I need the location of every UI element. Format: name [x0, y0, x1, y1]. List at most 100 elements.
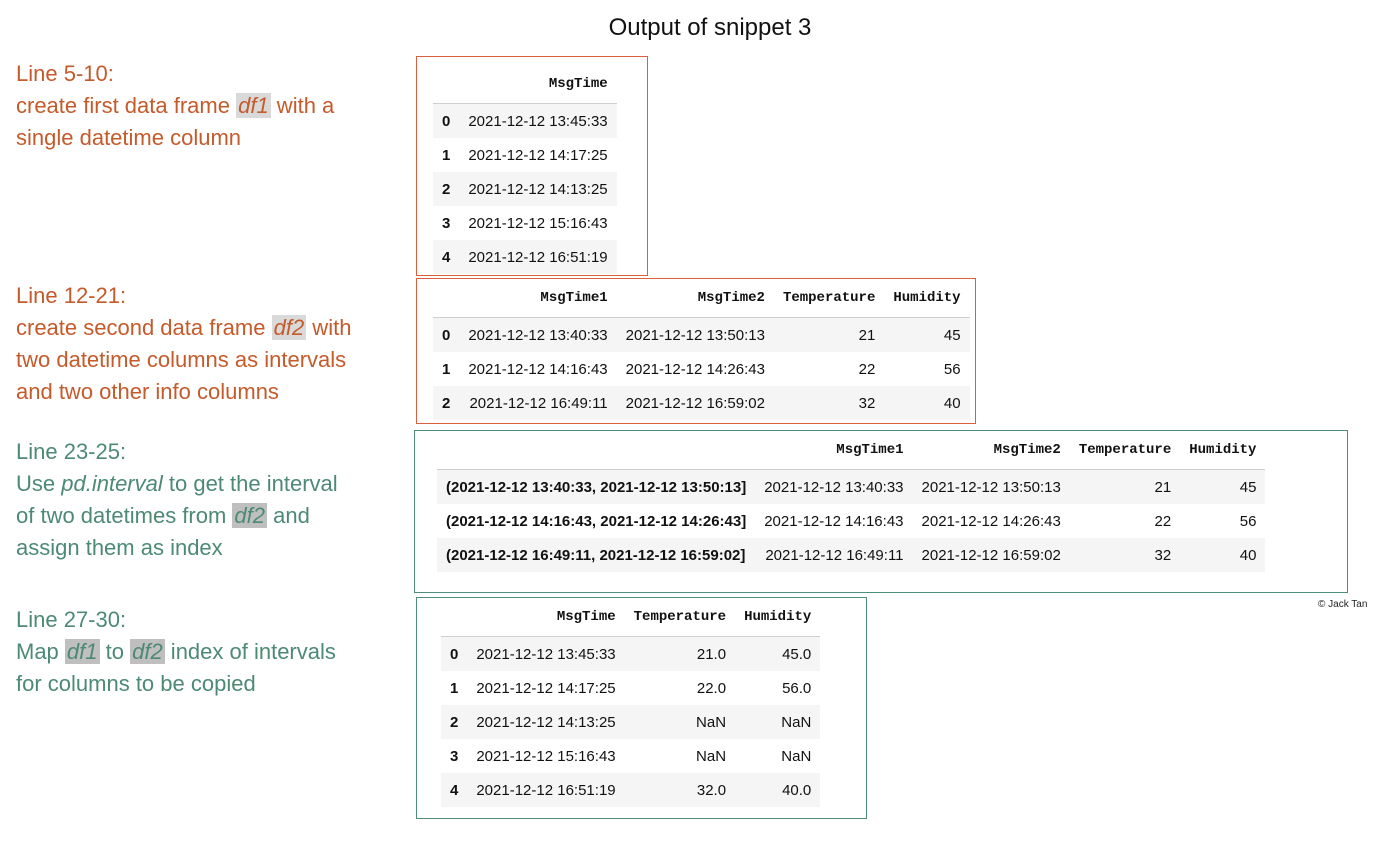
row-index: 3 — [442, 214, 451, 232]
table-cell: 21 — [1154, 478, 1172, 496]
table-cell: 21 — [858, 326, 876, 344]
index-header — [433, 279, 460, 318]
table-cell: 2021-12-12 13:45:33 — [468, 112, 608, 130]
table-row: 0 2021-12-12 13:45:33 21.0 45.0 — [441, 636, 821, 671]
table-cell: 2021-12-12 14:26:43 — [921, 512, 1061, 530]
note-map: Line 27-30: Map df1 to df2 index of inte… — [16, 604, 336, 700]
column-header: MsgTime2 — [616, 279, 774, 318]
table-row: 1 2021-12-12 14:17:25 — [433, 138, 617, 172]
row-index: 0 — [442, 326, 451, 344]
table-cell: 2021-12-12 16:59:02 — [625, 394, 765, 412]
column-header: MsgTime — [459, 65, 617, 104]
table-cell: 2021-12-12 13:45:33 — [476, 645, 616, 663]
row-index: 1 — [442, 146, 451, 164]
table-row: 1 2021-12-12 14:16:43 2021-12-12 14:26:43 2… — [433, 352, 970, 386]
column-header: MsgTime2 — [912, 431, 1070, 470]
row-index: 1 — [442, 360, 451, 378]
df2-highlight: df2 — [130, 639, 165, 664]
column-header: Humidity — [884, 279, 970, 318]
note-text: Map df1 to df2 index of intervals — [16, 639, 336, 664]
table-header-row: MsgTime1 MsgTime2 Temperature Humidity — [437, 431, 1266, 470]
df2-table: MsgTime1 MsgTime2 Temperature Humidity 0 202… — [433, 279, 970, 420]
df1-highlight: df1 — [64, 639, 100, 664]
table-cell: NaN — [781, 713, 812, 731]
table-cell: 2021-12-12 16:49:11 — [765, 546, 904, 564]
note-text: single datetime column — [16, 125, 242, 150]
table-cell: 40 — [943, 394, 961, 412]
df1-table: MsgTime 0 2021-12-12 13:45:33 1 2021-12-12 … — [433, 65, 617, 274]
note-text: of two datetimes from df2 and — [16, 503, 310, 528]
note-line-range: Line 12-21: — [16, 283, 127, 308]
table-row: (2021-12-12 13:40:33, 2021-12-12 13:50:1… — [437, 469, 1266, 504]
table-row: (2021-12-12 14:16:43, 2021-12-12 14:26:4… — [437, 504, 1265, 538]
table-cell: 2021-12-12 16:51:19 — [468, 248, 608, 266]
table-cell: 2021-12-12 14:13:25 — [476, 713, 616, 731]
column-header: Temperature — [624, 598, 736, 637]
note-interval: Line 23-25: Use pd.interval to get the i… — [16, 436, 338, 564]
df1-mapped-table: MsgTime Temperature Humidity 0 2021-12-12 1… — [441, 598, 821, 807]
table-cell: 32 — [1154, 546, 1172, 564]
table-cell: 2021-12-12 14:16:43 — [468, 360, 608, 378]
table-cell: 32 — [858, 394, 876, 412]
row-index: 4 — [442, 248, 451, 266]
table-header-row: MsgTime1 MsgTime2 Temperature Humidity — [433, 279, 970, 318]
table-cell: 40.0 — [782, 781, 812, 799]
note-line-range: Line 5-10: — [16, 61, 114, 86]
table-cell: NaN — [696, 747, 727, 765]
column-header: Humidity — [1180, 431, 1266, 470]
df1-highlight: df1 — [236, 93, 271, 118]
note-df1: Line 5-10: create first data frame df1 w… — [16, 58, 334, 154]
table-cell: 2021-12-12 16:49:11 — [469, 394, 608, 412]
note-df2: Line 12-21: create second data frame df2… — [16, 280, 351, 408]
note-text: create first data frame df1 with a — [16, 93, 335, 118]
table-cell: 22.0 — [696, 679, 727, 697]
table-header-row: MsgTime Temperature Humidity — [441, 598, 821, 637]
note-text: for columns to be copied — [16, 671, 256, 696]
row-index: 2 — [442, 394, 451, 412]
row-index: (2021-12-12 16:49:11, 2021-12-12 16:59:0… — [446, 546, 746, 564]
index-header — [441, 598, 468, 637]
table-cell: 2021-12-12 13:50:13 — [625, 326, 765, 344]
table-cell: 45 — [1239, 478, 1257, 496]
table-row: 0 2021-12-12 13:45:33 — [433, 103, 617, 138]
table-cell: 2021-12-12 14:13:25 — [468, 180, 608, 198]
row-index: 1 — [450, 679, 459, 697]
table-row: (2021-12-12 16:49:11, 2021-12-12 16:59:0… — [437, 538, 1266, 572]
df2-interval-panel: MsgTime1 MsgTime2 Temperature Humidity (202… — [414, 430, 1348, 593]
table-cell: 22 — [1154, 512, 1172, 530]
df2-highlight: df2 — [271, 315, 307, 340]
table-row: 1 2021-12-12 14:17:25 22.0 56.0 — [441, 671, 820, 705]
table-cell: 40 — [1239, 546, 1257, 564]
table-header-row: MsgTime — [433, 65, 617, 104]
df1-mapped-panel: MsgTime Temperature Humidity 0 2021-12-12 1… — [416, 597, 867, 819]
table-cell: 56 — [1239, 512, 1257, 530]
column-header: MsgTime — [467, 598, 625, 637]
table-cell: 45.0 — [782, 645, 812, 663]
table-cell: 21.0 — [696, 645, 727, 663]
pd-interval-text: pd.interval — [61, 471, 163, 496]
row-index: 2 — [442, 180, 451, 198]
df1-panel: MsgTime 0 2021-12-12 13:45:33 1 2021-12-12 … — [416, 56, 648, 276]
table-cell: 2021-12-12 13:50:13 — [921, 478, 1061, 496]
note-text: create second data frame df2 with — [16, 315, 352, 340]
column-header: Temperature — [773, 279, 885, 318]
figure-title: Output of snippet 3 — [608, 14, 812, 41]
note-line-range: Line 27-30: — [16, 607, 127, 632]
row-index: 4 — [450, 781, 459, 799]
index-header — [433, 65, 460, 104]
table-row: 3 2021-12-12 15:16:43 NaN NaN — [441, 739, 820, 773]
table-row: 2 2021-12-12 14:13:25 NaN NaN — [441, 705, 821, 739]
df2-panel: MsgTime1 MsgTime2 Temperature Humidity 0 202… — [416, 278, 976, 424]
table-cell: 2021-12-12 16:59:02 — [921, 546, 1061, 564]
table-cell: 2021-12-12 14:26:43 — [625, 360, 765, 378]
table-cell: 2021-12-12 14:17:25 — [476, 679, 616, 697]
table-cell: 56.0 — [782, 679, 812, 697]
table-cell: NaN — [781, 747, 812, 765]
df2-interval-table: MsgTime1 MsgTime2 Temperature Humidity (202… — [437, 431, 1266, 572]
note-text: assign them as index — [16, 535, 223, 560]
table-row: 3 2021-12-12 15:16:43 — [433, 206, 617, 240]
note-text: two datetime columns as intervals — [16, 347, 347, 372]
row-index: (2021-12-12 13:40:33, 2021-12-12 13:50:1… — [446, 478, 747, 496]
note-text: and two other info columns — [16, 379, 279, 404]
table-cell: 45 — [943, 326, 961, 344]
